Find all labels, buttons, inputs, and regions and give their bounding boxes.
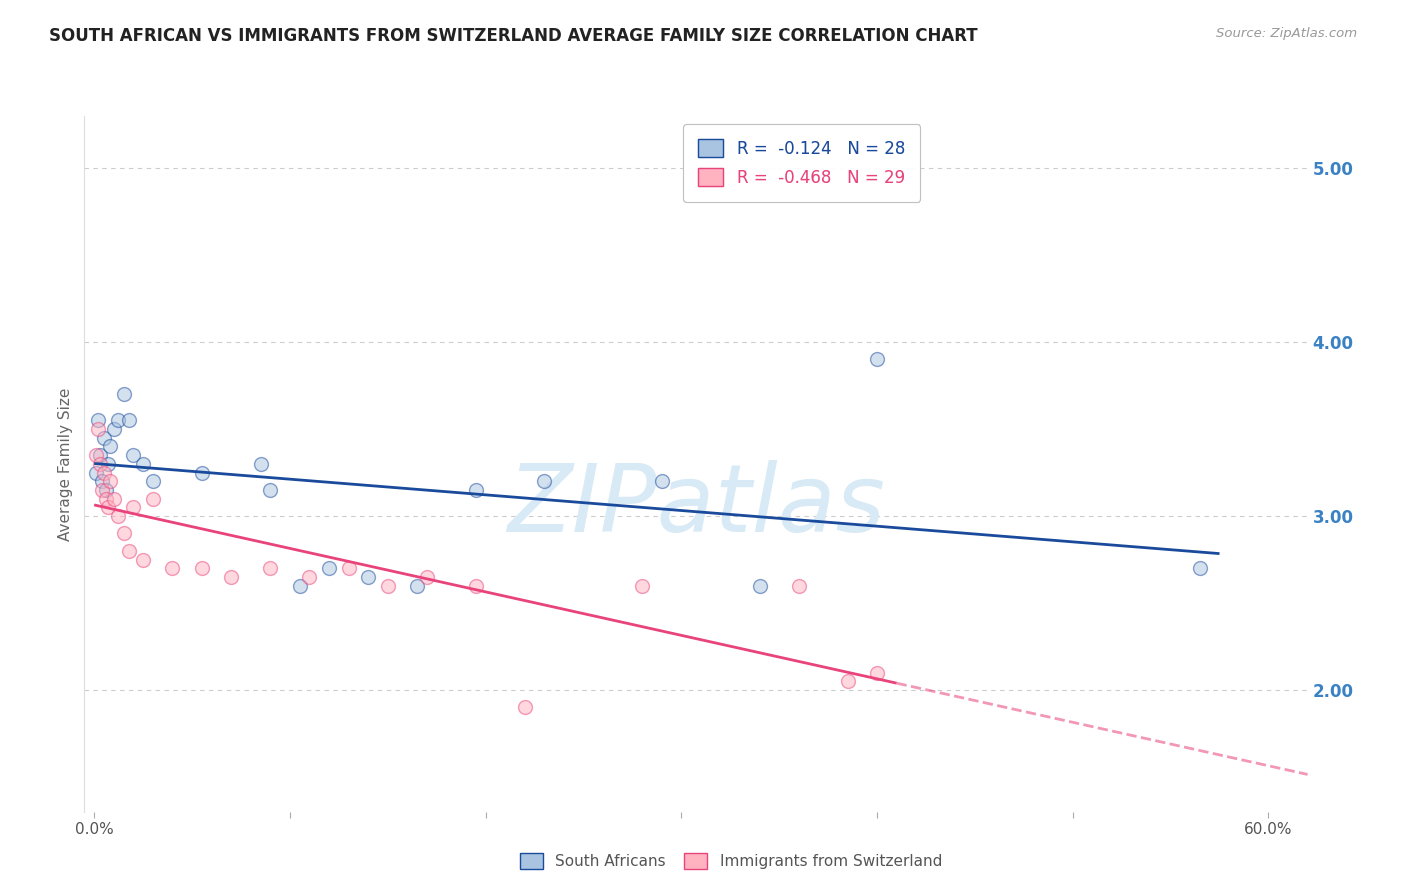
Point	[533, 474, 555, 488]
Text: ZIPatlas: ZIPatlas	[508, 460, 884, 551]
Point	[112, 387, 135, 401]
Point	[631, 578, 654, 592]
Point	[94, 483, 117, 497]
Text: SOUTH AFRICAN VS IMMIGRANTS FROM SWITZERLAND AVERAGE FAMILY SIZE CORRELATION CHA: SOUTH AFRICAN VS IMMIGRANTS FROM SWITZER…	[49, 27, 977, 45]
Point	[89, 448, 111, 462]
Point	[122, 500, 145, 515]
Point	[866, 352, 889, 367]
Point	[318, 561, 340, 575]
Point	[91, 474, 114, 488]
Y-axis label: Average Family Size: Average Family Size	[58, 387, 73, 541]
Point	[97, 500, 120, 515]
Point	[93, 431, 115, 445]
Point	[464, 578, 486, 592]
Point	[259, 561, 281, 575]
Point	[94, 491, 117, 506]
Point	[219, 570, 242, 584]
Point	[84, 448, 107, 462]
Point	[112, 526, 135, 541]
Point	[357, 570, 380, 584]
Point	[142, 491, 165, 506]
Point	[288, 578, 311, 592]
Point	[91, 483, 114, 497]
Point	[1188, 561, 1211, 575]
Point	[107, 508, 129, 523]
Point	[787, 578, 810, 592]
Point	[377, 578, 399, 592]
Point	[87, 422, 110, 436]
Point	[249, 457, 271, 471]
Point	[87, 413, 110, 427]
Point	[122, 448, 145, 462]
Point	[103, 491, 125, 506]
Point	[93, 466, 115, 480]
Point	[84, 466, 107, 480]
Point	[191, 466, 214, 480]
Text: Source: ZipAtlas.com: Source: ZipAtlas.com	[1216, 27, 1357, 40]
Point	[98, 440, 121, 454]
Point	[142, 474, 165, 488]
Point	[118, 413, 141, 427]
Point	[748, 578, 770, 592]
Point	[259, 483, 281, 497]
Point	[162, 561, 184, 575]
Point	[416, 570, 439, 584]
Legend: R =  -0.124   N = 28, R =  -0.468   N = 29: R = -0.124 N = 28, R = -0.468 N = 29	[683, 124, 920, 202]
Point	[97, 457, 120, 471]
Point	[118, 544, 141, 558]
Point	[464, 483, 486, 497]
Point	[89, 457, 111, 471]
Point	[651, 474, 673, 488]
Point	[337, 561, 360, 575]
Point	[132, 552, 155, 566]
Point	[107, 413, 129, 427]
Point	[191, 561, 214, 575]
Point	[406, 578, 429, 592]
Point	[98, 474, 121, 488]
Point	[103, 422, 125, 436]
Legend: South Africans, Immigrants from Switzerland: South Africans, Immigrants from Switzerl…	[515, 847, 948, 875]
Point	[132, 457, 155, 471]
Point	[513, 700, 536, 714]
Point	[866, 665, 889, 680]
Point	[298, 570, 321, 584]
Point	[837, 674, 859, 689]
